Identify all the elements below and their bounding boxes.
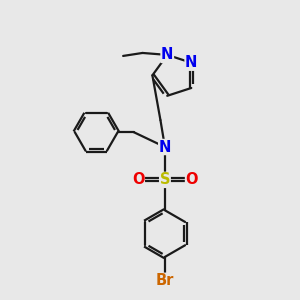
Text: N: N <box>159 140 171 154</box>
Text: N: N <box>161 47 173 62</box>
Text: O: O <box>186 172 198 188</box>
Text: S: S <box>160 172 170 188</box>
Text: Br: Br <box>156 273 174 288</box>
Text: O: O <box>132 172 144 188</box>
Text: N: N <box>185 55 197 70</box>
